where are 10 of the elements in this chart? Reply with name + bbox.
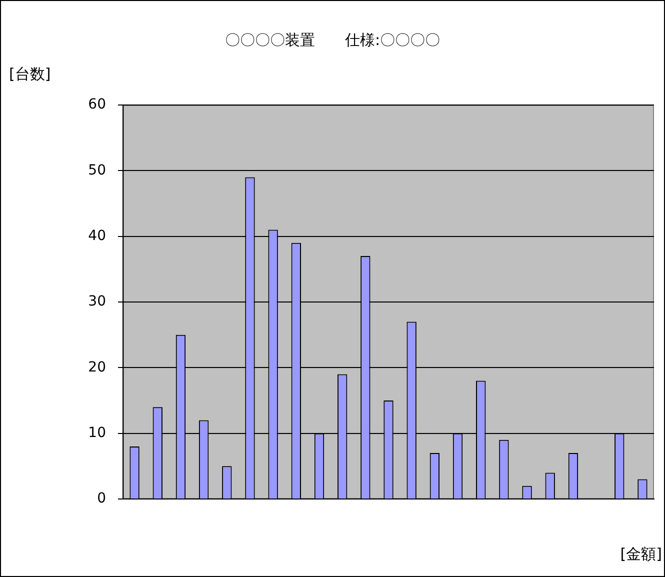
- y-tick-label: 50: [88, 162, 106, 178]
- y-tick-label: 40: [88, 228, 106, 244]
- y-tick-label: 30: [88, 294, 106, 310]
- y-tick-label: 0: [97, 490, 106, 507]
- y-tick-label: 20: [88, 359, 106, 376]
- y-axis-title: [台数]: [9, 65, 51, 84]
- chart-title: 〇〇〇〇装置 仕様:〇〇〇〇: [224, 31, 442, 50]
- y-tick-label: 60: [88, 96, 106, 113]
- y-tick-label: 10: [88, 424, 106, 441]
- x-axis-title: [金額]: [620, 545, 662, 564]
